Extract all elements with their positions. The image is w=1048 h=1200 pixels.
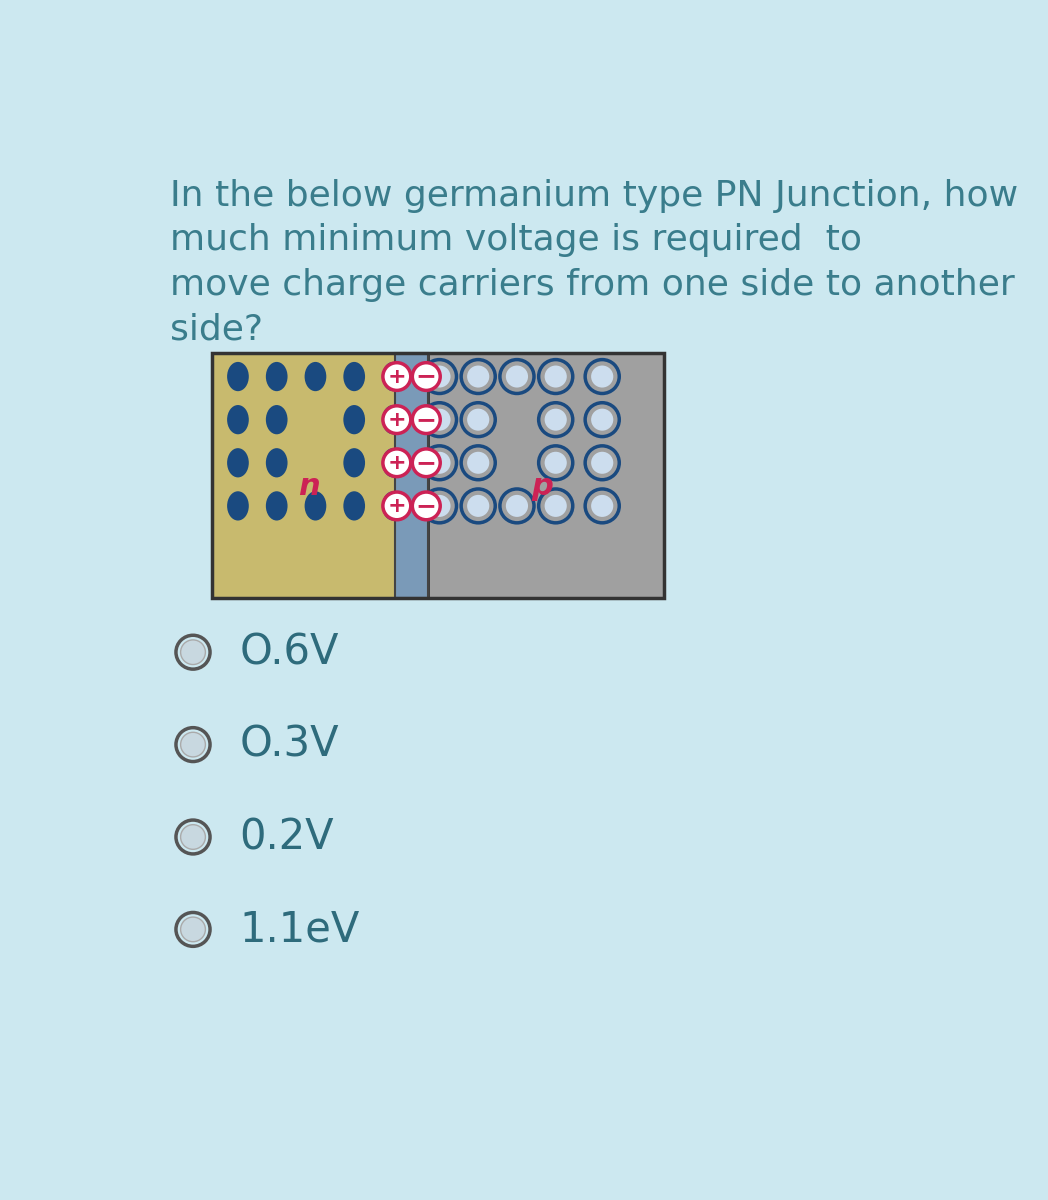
Bar bbox=[395, 354, 428, 599]
Ellipse shape bbox=[344, 491, 365, 521]
Ellipse shape bbox=[227, 448, 248, 478]
Circle shape bbox=[467, 451, 489, 474]
Text: +: + bbox=[388, 366, 407, 386]
Circle shape bbox=[383, 449, 411, 476]
Bar bbox=[213, 354, 664, 599]
Circle shape bbox=[412, 406, 440, 433]
Ellipse shape bbox=[227, 491, 248, 521]
Text: side?: side? bbox=[170, 313, 263, 347]
Ellipse shape bbox=[383, 406, 403, 434]
Ellipse shape bbox=[266, 406, 287, 434]
Text: −: − bbox=[416, 451, 437, 475]
Circle shape bbox=[383, 362, 411, 390]
Circle shape bbox=[585, 403, 619, 437]
Circle shape bbox=[422, 446, 457, 480]
Ellipse shape bbox=[266, 448, 287, 478]
Circle shape bbox=[429, 366, 451, 388]
Ellipse shape bbox=[344, 448, 365, 478]
Circle shape bbox=[461, 488, 496, 523]
Text: much minimum voltage is required  to: much minimum voltage is required to bbox=[170, 223, 861, 257]
Circle shape bbox=[545, 409, 567, 431]
Circle shape bbox=[500, 360, 534, 394]
Circle shape bbox=[467, 409, 489, 431]
Circle shape bbox=[539, 488, 573, 523]
Circle shape bbox=[412, 362, 440, 390]
Circle shape bbox=[585, 488, 619, 523]
Ellipse shape bbox=[383, 362, 403, 391]
Circle shape bbox=[180, 917, 205, 942]
Circle shape bbox=[506, 494, 528, 517]
Circle shape bbox=[591, 409, 613, 431]
Text: −: − bbox=[416, 365, 437, 389]
Text: In the below germanium type PN Junction, how: In the below germanium type PN Junction,… bbox=[170, 179, 1018, 212]
Circle shape bbox=[429, 451, 451, 474]
Circle shape bbox=[467, 366, 489, 388]
Text: n: n bbox=[299, 472, 320, 502]
Text: +: + bbox=[388, 409, 407, 430]
Circle shape bbox=[412, 449, 440, 476]
Ellipse shape bbox=[344, 406, 365, 434]
Circle shape bbox=[461, 360, 496, 394]
Circle shape bbox=[585, 446, 619, 480]
Circle shape bbox=[180, 732, 205, 757]
Bar bbox=[428, 354, 664, 599]
Circle shape bbox=[180, 640, 205, 665]
Ellipse shape bbox=[305, 362, 326, 391]
Ellipse shape bbox=[266, 491, 287, 521]
Circle shape bbox=[585, 360, 619, 394]
Circle shape bbox=[429, 409, 451, 431]
Ellipse shape bbox=[227, 406, 248, 434]
Circle shape bbox=[591, 451, 613, 474]
Ellipse shape bbox=[383, 448, 403, 478]
Circle shape bbox=[539, 403, 573, 437]
Circle shape bbox=[180, 824, 205, 850]
Circle shape bbox=[545, 451, 567, 474]
Circle shape bbox=[412, 492, 440, 520]
Circle shape bbox=[591, 366, 613, 388]
Circle shape bbox=[422, 488, 457, 523]
Text: 0.2V: 0.2V bbox=[240, 816, 334, 858]
Circle shape bbox=[539, 360, 573, 394]
Text: +: + bbox=[388, 452, 407, 473]
Ellipse shape bbox=[266, 362, 287, 391]
Circle shape bbox=[467, 494, 489, 517]
Circle shape bbox=[545, 366, 567, 388]
Circle shape bbox=[422, 403, 457, 437]
Circle shape bbox=[591, 494, 613, 517]
Text: +: + bbox=[388, 496, 407, 516]
Circle shape bbox=[539, 446, 573, 480]
Bar bbox=[213, 354, 395, 599]
Text: p: p bbox=[531, 472, 552, 502]
Circle shape bbox=[422, 360, 457, 394]
Text: −: − bbox=[416, 494, 437, 518]
Circle shape bbox=[461, 403, 496, 437]
Circle shape bbox=[383, 406, 411, 433]
Text: O.3V: O.3V bbox=[240, 724, 340, 766]
Text: move charge carriers from one side to another: move charge carriers from one side to an… bbox=[170, 268, 1014, 302]
Circle shape bbox=[429, 494, 451, 517]
Circle shape bbox=[545, 494, 567, 517]
Circle shape bbox=[383, 492, 411, 520]
Text: O.6V: O.6V bbox=[240, 631, 339, 673]
Ellipse shape bbox=[305, 491, 326, 521]
Ellipse shape bbox=[383, 491, 403, 521]
Text: −: − bbox=[416, 408, 437, 432]
Circle shape bbox=[461, 446, 496, 480]
Circle shape bbox=[500, 488, 534, 523]
Ellipse shape bbox=[227, 362, 248, 391]
Text: 1.1eV: 1.1eV bbox=[240, 908, 359, 950]
Circle shape bbox=[506, 366, 528, 388]
Ellipse shape bbox=[344, 362, 365, 391]
